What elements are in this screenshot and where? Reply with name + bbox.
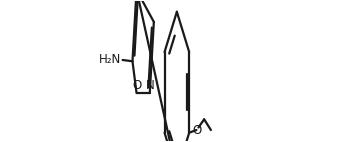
Text: O: O: [193, 124, 202, 136]
Text: O: O: [132, 79, 141, 92]
Text: N: N: [145, 79, 154, 92]
Text: H₂N: H₂N: [99, 54, 121, 66]
